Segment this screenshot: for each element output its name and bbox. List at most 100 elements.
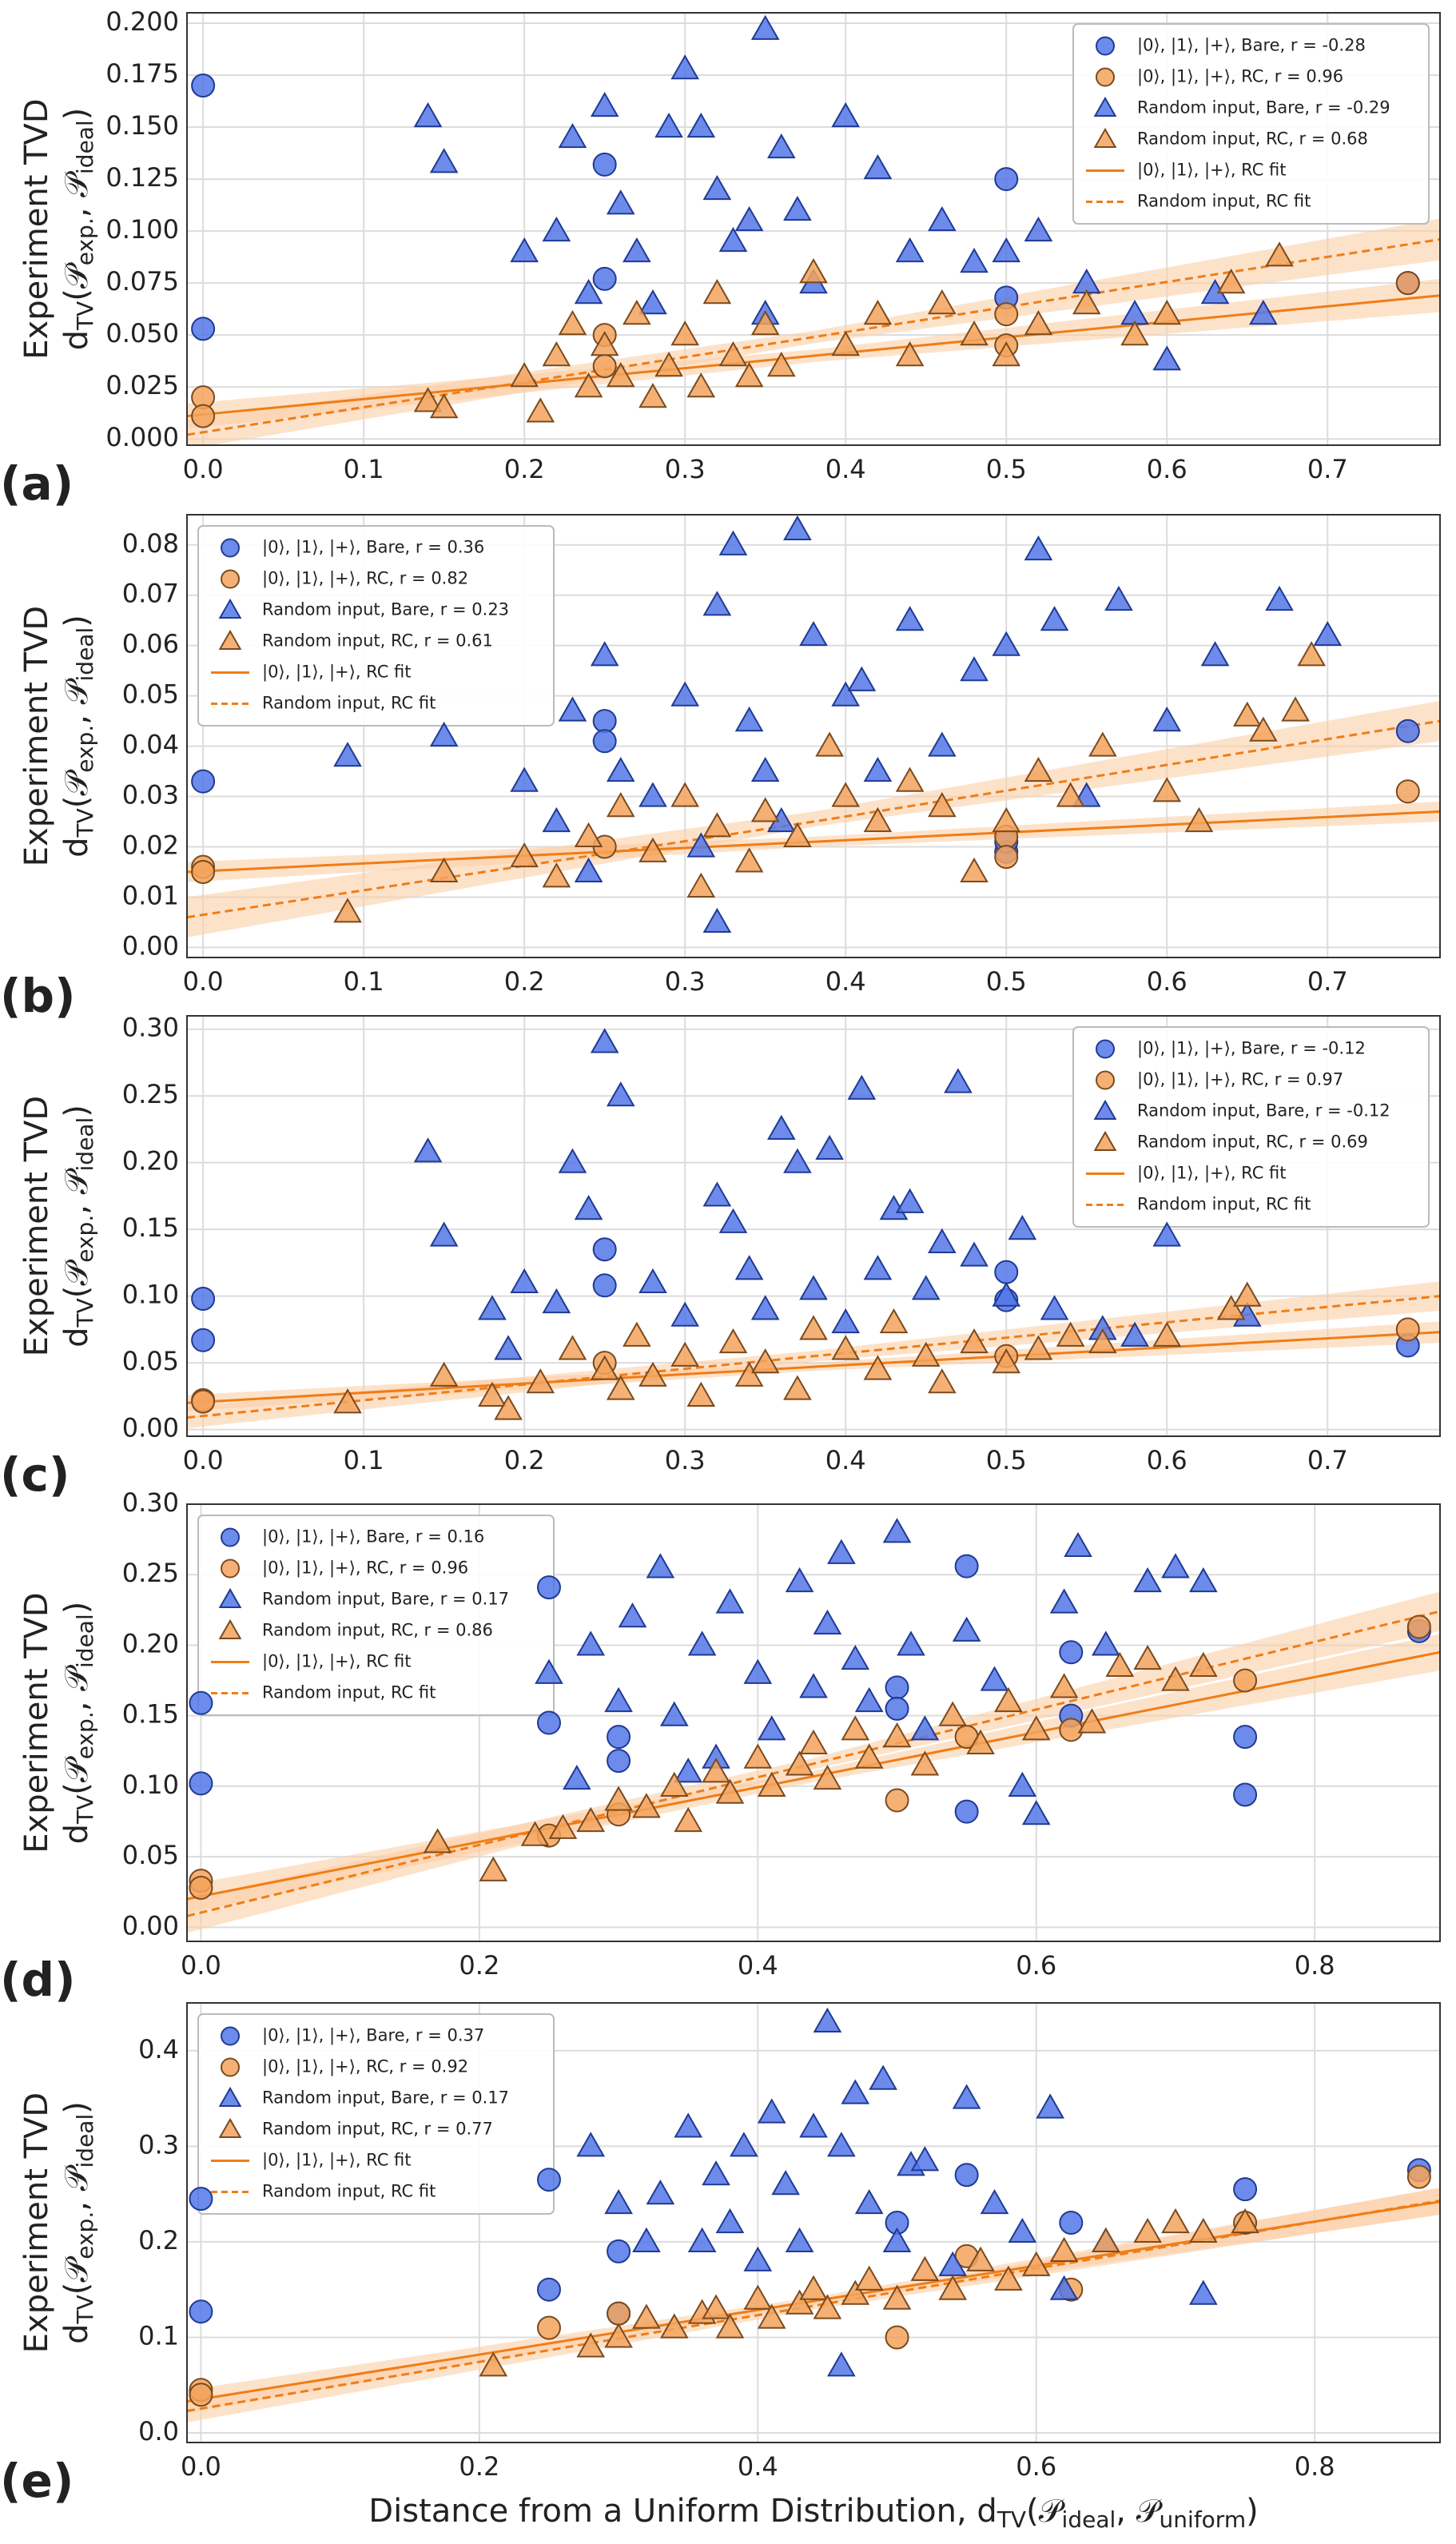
point	[623, 1321, 651, 1347]
x-tick-label: 0.2	[504, 454, 545, 484]
point	[1049, 1588, 1079, 1614]
label-part: , 𝒫	[1116, 2493, 1162, 2530]
point	[1024, 1335, 1053, 1360]
point	[1233, 1782, 1258, 1807]
point	[333, 742, 362, 767]
x-tick-label: 0.7	[1307, 1445, 1348, 1475]
point	[1092, 1630, 1120, 1656]
point	[1406, 1614, 1431, 1639]
point	[494, 1395, 523, 1420]
legend-marker	[1093, 127, 1117, 148]
point	[590, 91, 619, 117]
point	[592, 709, 617, 734]
point	[1216, 269, 1246, 294]
x-tick-label: 0.0	[181, 2451, 221, 2482]
point	[938, 2275, 968, 2300]
point	[743, 2246, 773, 2271]
point	[813, 2007, 842, 2032]
point	[960, 1241, 989, 1267]
point	[687, 2227, 717, 2252]
point	[841, 2279, 870, 2305]
point	[831, 782, 861, 807]
point	[743, 1743, 773, 1769]
point	[623, 300, 651, 325]
legend-marker	[221, 538, 240, 558]
point	[429, 857, 459, 883]
label-part: , 𝒫	[58, 1168, 95, 1214]
point	[1184, 806, 1214, 833]
y-tick-label: 0.15	[122, 1212, 179, 1243]
point	[510, 237, 539, 263]
y-tick-label: 0.15	[122, 1699, 179, 1730]
point	[191, 1328, 216, 1352]
point	[1036, 2093, 1065, 2119]
y-tick-label: 0.06	[122, 629, 179, 659]
point	[558, 122, 587, 149]
legend-box	[197, 1515, 555, 1716]
point	[992, 806, 1021, 833]
point	[604, 2323, 633, 2348]
point	[757, 2303, 786, 2329]
legend-label: Random input, RC fit	[262, 694, 436, 713]
point	[536, 2168, 561, 2192]
point	[632, 1793, 661, 1818]
panel: 0.0 0.1 0.2 0.3 0.4 0.5 0.6 0.7 0.00 0.01 0.02 0.03…	[0, 514, 1441, 1023]
point	[686, 872, 716, 898]
label-part: )	[58, 1602, 95, 1614]
y-tick-label: 0.01	[122, 880, 179, 910]
point	[757, 1715, 786, 1741]
point	[895, 237, 925, 263]
point	[841, 2079, 870, 2104]
point	[659, 2313, 689, 2339]
y-tick-label: 0.03	[122, 780, 179, 810]
point	[659, 1771, 689, 1797]
point	[670, 1341, 700, 1367]
point	[1188, 1651, 1218, 1677]
point	[1056, 782, 1085, 807]
subscript: exp.	[72, 217, 98, 265]
label-part: (𝒫	[58, 1260, 95, 1299]
point	[885, 1788, 909, 1813]
point	[558, 1148, 587, 1173]
point	[536, 1710, 561, 1735]
y-tick-label: 0.2	[138, 2225, 179, 2255]
point	[607, 1749, 631, 1774]
point	[757, 1771, 786, 1797]
point	[542, 216, 571, 242]
x-tick-label: 0.2	[504, 1445, 545, 1475]
point	[734, 847, 764, 873]
x-tick-label: 0.3	[665, 1445, 706, 1475]
point	[1249, 300, 1278, 325]
point	[766, 352, 796, 377]
x-tick-label: 0.4	[738, 1950, 778, 1981]
point	[429, 393, 459, 419]
point	[927, 289, 957, 315]
point	[429, 1221, 459, 1247]
panel-label: (b)	[0, 969, 76, 1023]
point	[590, 1355, 619, 1380]
point	[702, 591, 732, 616]
point	[1049, 2275, 1079, 2300]
x-tick-label: 0.4	[825, 1445, 866, 1475]
point	[686, 112, 716, 138]
y-tick-label: 0.1	[138, 2320, 179, 2351]
point	[992, 341, 1021, 367]
point	[1040, 606, 1069, 631]
point	[535, 1658, 563, 1684]
point	[910, 1715, 940, 1741]
legend-marker	[221, 569, 240, 589]
point	[1152, 1221, 1182, 1247]
point	[574, 279, 603, 305]
panel-label: (e)	[0, 2454, 74, 2508]
point	[1059, 2211, 1084, 2235]
point	[670, 1301, 700, 1327]
point	[702, 2294, 730, 2319]
axes-frame	[186, 514, 1441, 958]
point	[994, 2265, 1023, 2291]
label-part: )	[1246, 2493, 1259, 2530]
point	[897, 1630, 925, 1656]
point	[607, 2301, 631, 2326]
point	[718, 1328, 748, 1354]
point	[606, 792, 635, 818]
